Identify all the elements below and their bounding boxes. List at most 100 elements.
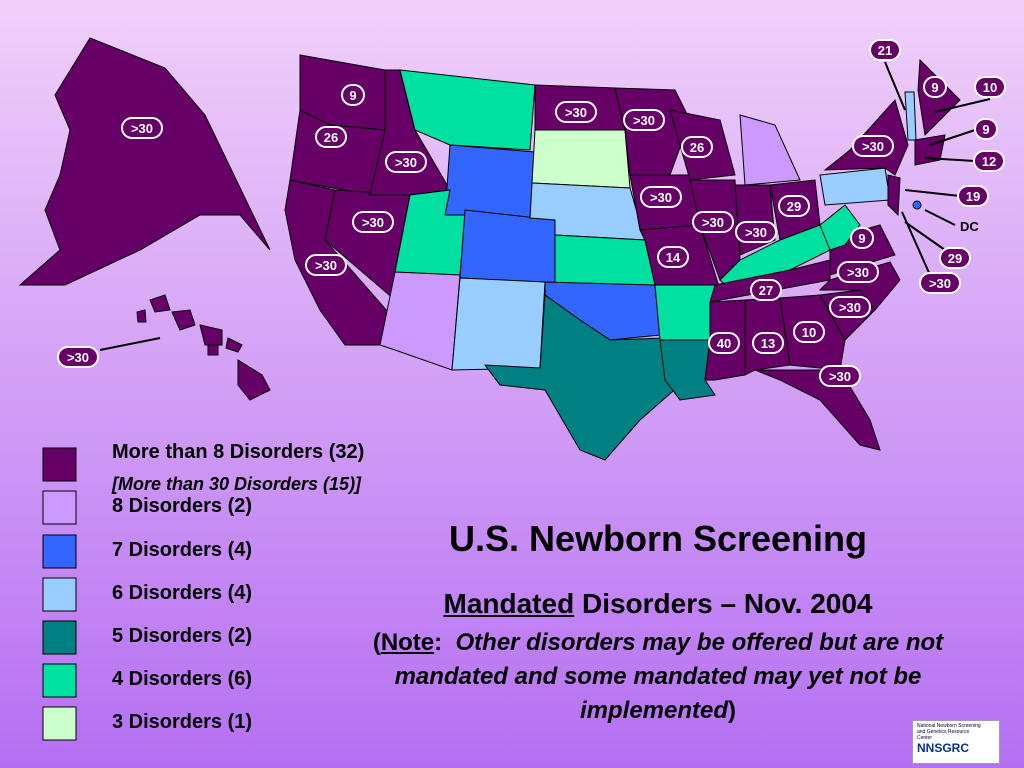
- label-badge: [735, 221, 777, 243]
- state: [451, 277, 546, 371]
- label-badge: [681, 136, 713, 158]
- note-text: Other disorders may be offered but are n…: [394, 629, 944, 724]
- map-label: 9: [982, 122, 989, 137]
- map-label: 14: [666, 250, 681, 265]
- state: [18, 37, 271, 286]
- legend-swatch: [42, 577, 77, 612]
- state: [444, 144, 536, 219]
- label-badge: [305, 254, 347, 276]
- label-badge: [850, 227, 874, 249]
- note-colon: :: [434, 629, 443, 656]
- state: [818, 261, 901, 311]
- label-badge: [692, 211, 734, 233]
- note-close: ): [728, 697, 737, 724]
- state: [754, 369, 881, 451]
- label-badge: [829, 296, 871, 318]
- legend-label: More than 8 Disorders (32): [112, 441, 365, 463]
- legend-swatch: [42, 534, 77, 569]
- leader-line: [904, 189, 961, 197]
- subtitle: Mandated Disorders – Nov. 2004: [330, 588, 986, 620]
- label-badge: [57, 346, 99, 368]
- map-label: >30: [929, 276, 951, 291]
- state: [739, 114, 801, 186]
- label-badge: [869, 39, 901, 61]
- map-label: >30: [862, 139, 884, 154]
- legend-swatch: [42, 706, 77, 741]
- title: U.S. Newborn Screening: [448, 518, 868, 559]
- leader-line: [929, 129, 976, 146]
- map-label: >30: [395, 155, 417, 170]
- leader-line: [884, 61, 906, 111]
- label-badge: [752, 332, 784, 354]
- state: [531, 129, 631, 189]
- label-badge: [623, 109, 665, 131]
- label-badge: [819, 365, 861, 387]
- legend-label: 4 Disorders (6): [112, 668, 253, 690]
- map-label: >30: [633, 113, 655, 128]
- legend-label: 3 Disorders (1): [112, 711, 253, 733]
- legend-swatch: [42, 663, 77, 698]
- legend-label: 6 Disorders (4): [112, 582, 253, 604]
- map-label: 29: [787, 199, 801, 214]
- subtitle-underlined: Mandated: [443, 588, 575, 619]
- map-label: >30: [315, 258, 337, 273]
- map-label: >30: [839, 300, 861, 315]
- map-label: 21: [878, 43, 892, 58]
- map-label: 9: [931, 80, 938, 95]
- map-label: 29: [948, 251, 962, 266]
- state: [459, 209, 556, 284]
- map-label: 26: [324, 130, 338, 145]
- state: [914, 134, 946, 166]
- state: [199, 324, 223, 346]
- label-badge: [778, 195, 810, 217]
- state: [171, 309, 196, 331]
- dc-label: DC: [960, 219, 979, 234]
- state: [904, 91, 917, 141]
- map-label: >30: [745, 225, 767, 240]
- subtitle-rest: Disorders – Nov. 2004: [581, 588, 873, 619]
- leader-line: [901, 211, 931, 276]
- label-badge: [974, 118, 998, 140]
- state: [483, 294, 681, 461]
- map-label: >30: [650, 190, 672, 205]
- label-badge: [837, 261, 879, 283]
- map-label: 10: [802, 325, 816, 340]
- state: [554, 234, 656, 286]
- leader-line: [99, 337, 161, 351]
- state: [734, 184, 776, 256]
- legend-sublabel: [More than 30 Disorders (15)]: [112, 474, 362, 494]
- state: [399, 69, 536, 151]
- label-badge: [793, 321, 825, 343]
- map-label: >30: [67, 350, 89, 365]
- logo: National Newborn Screening and Genetics …: [912, 720, 1000, 764]
- legend-label: 8 Disorders (2): [112, 495, 253, 517]
- legend-swatch: [42, 620, 77, 655]
- legend-label: 7 Disorders (4): [112, 539, 253, 561]
- label-badge: [923, 76, 947, 98]
- map-label: >30: [131, 121, 153, 136]
- state: [149, 294, 171, 313]
- label-badge: [657, 246, 689, 268]
- map-label: >30: [847, 265, 869, 280]
- map-label: 9: [349, 88, 356, 103]
- logo-text: NNSGRC: [917, 741, 970, 755]
- label-badge: [919, 272, 961, 294]
- leader-line: [924, 209, 956, 226]
- label-badge: [315, 126, 347, 148]
- leader-line: [924, 157, 976, 162]
- label-badge: [750, 279, 782, 301]
- map-label: >30: [829, 369, 851, 384]
- map-label: 10: [983, 80, 997, 95]
- leader-line: [904, 221, 946, 251]
- logo-caption: National Newborn Screening and Genetics …: [917, 723, 981, 741]
- note: (Note: Other disorders may be offered bu…: [330, 626, 986, 728]
- state: [654, 284, 716, 341]
- label-badge: [957, 185, 989, 207]
- map-label: >30: [565, 105, 587, 120]
- legend-swatch: [42, 447, 77, 482]
- state: [819, 167, 891, 206]
- state: [237, 359, 271, 401]
- dc-marker: [912, 200, 922, 210]
- state: [225, 337, 243, 353]
